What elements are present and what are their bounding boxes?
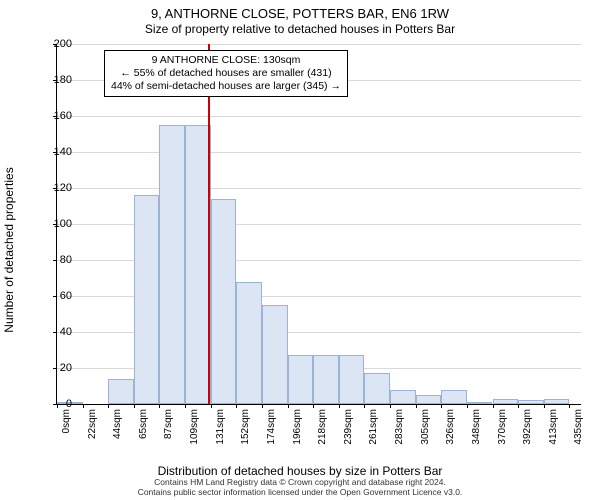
histogram-bar <box>339 355 365 404</box>
ytick-label: 120 <box>48 182 72 194</box>
ytick-label: 60 <box>48 290 72 302</box>
xtick-label: 22sqm <box>87 409 98 439</box>
histogram-bar <box>288 355 314 404</box>
xtick-mark <box>211 404 212 408</box>
xtick-mark <box>185 404 186 408</box>
histogram-bar <box>364 373 390 404</box>
xtick-label: 152sqm <box>240 409 251 445</box>
xtick-mark <box>364 404 365 408</box>
histogram-bar <box>416 395 442 404</box>
histogram-bar <box>441 390 467 404</box>
xtick-mark <box>288 404 289 408</box>
ytick-label: 160 <box>48 110 72 122</box>
gridline <box>57 116 581 117</box>
xtick-label: 413sqm <box>548 409 559 445</box>
histogram-bar <box>313 355 339 404</box>
x-axis-label: Distribution of detached houses by size … <box>0 464 600 478</box>
page-title-line2: Size of property relative to detached ho… <box>0 22 600 36</box>
histogram-bar <box>159 125 185 404</box>
histogram-bar <box>518 400 544 404</box>
xtick-mark <box>416 404 417 408</box>
gridline <box>57 44 581 45</box>
annotation-line2: ← 55% of detached houses are smaller (43… <box>111 67 341 80</box>
xtick-label: 44sqm <box>112 409 123 439</box>
histogram-bar <box>108 379 134 404</box>
ytick-label: 40 <box>48 326 72 338</box>
histogram-bar <box>134 195 160 404</box>
xtick-label: 218sqm <box>317 409 328 445</box>
page-title-line1: 9, ANTHORNE CLOSE, POTTERS BAR, EN6 1RW <box>0 6 600 21</box>
xtick-mark <box>262 404 263 408</box>
xtick-mark <box>236 404 237 408</box>
xtick-mark <box>518 404 519 408</box>
ytick-label: 100 <box>48 218 72 230</box>
histogram-bar <box>467 402 493 404</box>
xtick-mark <box>467 404 468 408</box>
xtick-label: 370sqm <box>497 409 508 445</box>
xtick-mark <box>544 404 545 408</box>
xtick-label: 109sqm <box>189 409 200 445</box>
xtick-mark <box>441 404 442 408</box>
xtick-label: 0sqm <box>61 409 72 433</box>
xtick-mark <box>493 404 494 408</box>
xtick-label: 283sqm <box>394 409 405 445</box>
ytick-label: 180 <box>48 74 72 86</box>
xtick-mark <box>569 404 570 408</box>
xtick-mark <box>134 404 135 408</box>
xtick-label: 131sqm <box>215 409 226 445</box>
histogram-bar <box>236 282 262 404</box>
xtick-label: 87sqm <box>163 409 174 439</box>
ytick-label: 20 <box>48 362 72 374</box>
xtick-label: 65sqm <box>138 409 149 439</box>
footer-line2: Contains public sector information licen… <box>0 488 600 498</box>
histogram-bar <box>390 390 416 404</box>
annotation-line1: 9 ANTHORNE CLOSE: 130sqm <box>111 54 341 67</box>
xtick-label: 261sqm <box>368 409 379 445</box>
histogram-bar <box>544 399 570 404</box>
xtick-label: 239sqm <box>343 409 354 445</box>
ytick-label: 200 <box>48 38 72 50</box>
annotation-box: 9 ANTHORNE CLOSE: 130sqm ← 55% of detach… <box>104 50 348 97</box>
ytick-label: 0 <box>48 398 72 410</box>
subject-marker-line <box>208 44 210 404</box>
histogram-bar <box>493 399 519 404</box>
xtick-mark <box>108 404 109 408</box>
y-axis-label: Number of detached properties <box>2 167 16 332</box>
xtick-label: 196sqm <box>292 409 303 445</box>
xtick-mark <box>313 404 314 408</box>
annotation-line3: 44% of semi-detached houses are larger (… <box>111 80 341 93</box>
xtick-label: 348sqm <box>471 409 482 445</box>
xtick-label: 435sqm <box>573 409 584 445</box>
histogram-bar <box>185 125 211 404</box>
xtick-mark <box>339 404 340 408</box>
histogram-plot: 0sqm22sqm44sqm65sqm87sqm109sqm131sqm152s… <box>56 44 581 405</box>
gridline <box>57 152 581 153</box>
histogram-bar <box>262 305 288 404</box>
footer-attribution: Contains HM Land Registry data © Crown c… <box>0 478 600 498</box>
ytick-label: 140 <box>48 146 72 158</box>
xtick-label: 392sqm <box>522 409 533 445</box>
xtick-mark <box>83 404 84 408</box>
xtick-label: 174sqm <box>266 409 277 445</box>
ytick-label: 80 <box>48 254 72 266</box>
gridline <box>57 188 581 189</box>
xtick-label: 326sqm <box>445 409 456 445</box>
histogram-bar <box>211 199 237 404</box>
xtick-mark <box>390 404 391 408</box>
xtick-label: 305sqm <box>420 409 431 445</box>
xtick-mark <box>159 404 160 408</box>
